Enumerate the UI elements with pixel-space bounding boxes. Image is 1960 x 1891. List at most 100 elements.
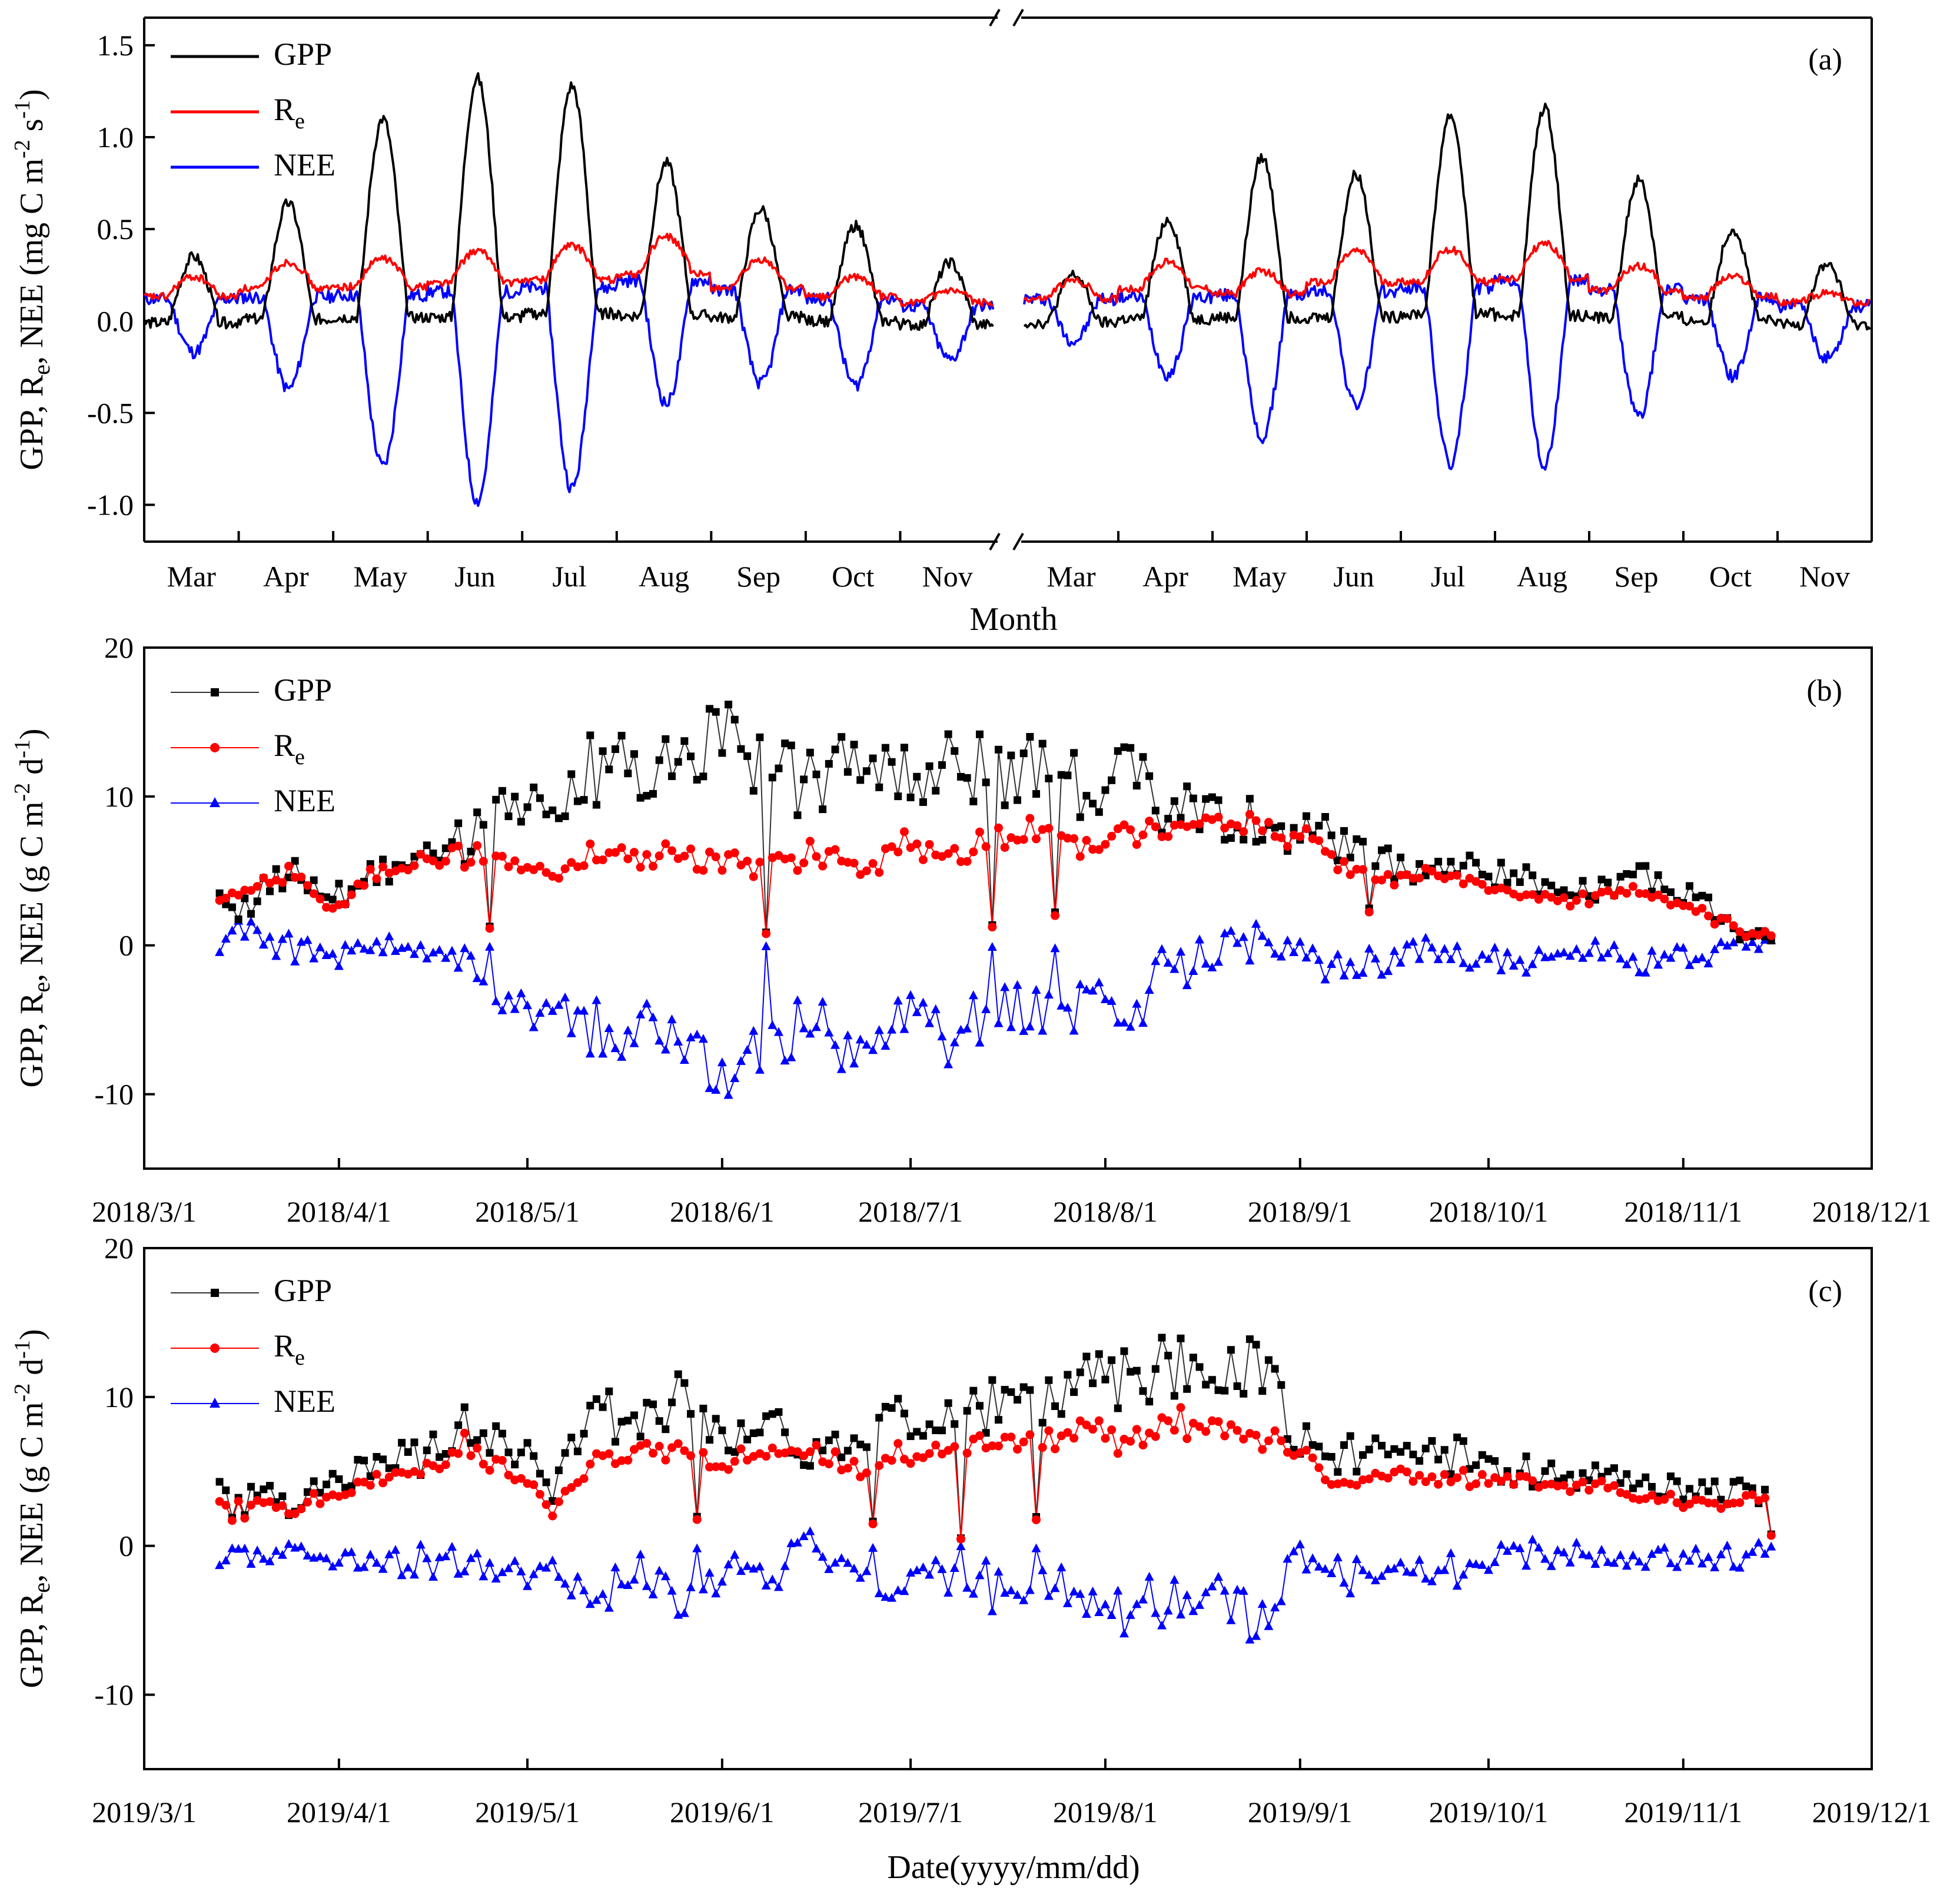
y-axis-label-part: -1 [10, 739, 35, 758]
re-point [705, 1462, 715, 1472]
nee-point [830, 1557, 840, 1567]
gpp-point [730, 1448, 739, 1456]
gpp-point [712, 1415, 720, 1423]
nee-point [428, 947, 438, 957]
nee-point [359, 944, 369, 953]
nee-point [1440, 944, 1450, 953]
re-point [454, 1449, 463, 1458]
nee-point [1452, 1581, 1462, 1590]
gpp-point [1221, 835, 1229, 844]
nee-point [906, 1567, 916, 1577]
gpp-point [1604, 878, 1612, 887]
gpp-point [404, 1448, 412, 1456]
re-point [1233, 1426, 1242, 1435]
nee-point [1483, 954, 1493, 963]
nee-point [1119, 1017, 1129, 1027]
re-point [378, 862, 388, 871]
gpp-point [1145, 1398, 1154, 1406]
gpp-point [1472, 1461, 1480, 1469]
nee-point [1125, 1610, 1135, 1619]
x-axis-label: Month [969, 601, 1057, 638]
gpp-point [347, 1482, 356, 1490]
re-point [692, 1515, 702, 1524]
gpp-point [1654, 871, 1662, 879]
legend-label-r: Re [274, 92, 305, 134]
nee-point [1377, 970, 1387, 979]
legend-subscript: e [295, 745, 305, 769]
re-point [686, 844, 696, 854]
gpp-point [1258, 835, 1267, 844]
re-point [303, 881, 312, 890]
nee-point [422, 1553, 432, 1562]
nee-point [717, 1057, 727, 1067]
y-axis-label-part: , NEE (g C m [14, 1402, 50, 1582]
gpp-point [1038, 1418, 1047, 1426]
gpp-point [668, 772, 676, 780]
nee-line [1023, 273, 1872, 471]
nee-point [1546, 1561, 1556, 1570]
nee-point [1251, 918, 1261, 928]
nee-point [642, 1581, 652, 1590]
re-point [366, 1481, 375, 1490]
re-line [219, 1407, 1772, 1540]
gpp-point [1007, 1388, 1015, 1396]
x-tick-label-date: 2019/9/1 [1248, 1796, 1353, 1829]
re-point [529, 1480, 539, 1489]
re-point [648, 861, 657, 871]
re-point [303, 1497, 312, 1507]
nee-point [271, 1545, 281, 1555]
nee-point [1666, 1558, 1676, 1567]
nee-point [636, 1549, 646, 1558]
x-tick-label-date: 2019/11/1 [1624, 1796, 1742, 1829]
nee-point [874, 1588, 884, 1598]
nee-point [1351, 970, 1361, 979]
nee-point [1628, 1550, 1638, 1560]
re-point [724, 1465, 733, 1474]
gpp-point [328, 1469, 337, 1478]
nee-point [780, 1056, 790, 1065]
nee-point [371, 1558, 381, 1567]
gpp-point [1748, 1484, 1756, 1492]
nee-point [1578, 1549, 1588, 1558]
nee-point [931, 1555, 941, 1564]
re-point [918, 855, 928, 864]
axis-break-mark [1012, 533, 1024, 550]
nee-point [1446, 1548, 1456, 1557]
gpp-point [756, 1428, 764, 1437]
re-point [805, 837, 815, 846]
gpp-point [1421, 871, 1430, 880]
gpp-point [592, 1395, 600, 1404]
nee-point [805, 1526, 815, 1535]
gpp-point [662, 1425, 670, 1434]
nee-point [309, 953, 319, 963]
re-point [956, 1534, 965, 1544]
re-point [1352, 1481, 1361, 1490]
gpp-point [1736, 935, 1744, 944]
nee-point [843, 1030, 853, 1040]
gpp-point [806, 748, 814, 757]
gpp-point [1510, 869, 1518, 877]
nee-point [227, 925, 237, 935]
nee-point [453, 963, 463, 972]
nee-point [1044, 990, 1054, 999]
nee-point [560, 992, 570, 1001]
re-point [1760, 1493, 1770, 1502]
nee-point [328, 948, 338, 958]
y-axis-label-part: e [28, 1583, 55, 1593]
gpp-point [1503, 878, 1511, 887]
gpp-point [523, 1439, 531, 1447]
nee-point [1597, 1544, 1607, 1554]
re-point [1251, 1431, 1261, 1440]
nee-point [1729, 1561, 1739, 1571]
nee-point [755, 1561, 765, 1571]
gpp-point [617, 732, 626, 740]
nee-point [1333, 1552, 1343, 1561]
re-point [1679, 901, 1688, 910]
nee-point [403, 941, 413, 951]
gpp-point [850, 1434, 858, 1442]
re-point [1226, 1420, 1235, 1429]
gpp-point [360, 1457, 368, 1465]
gpp-point [963, 1406, 971, 1415]
gpp-point [951, 747, 959, 755]
re-point [749, 872, 758, 881]
